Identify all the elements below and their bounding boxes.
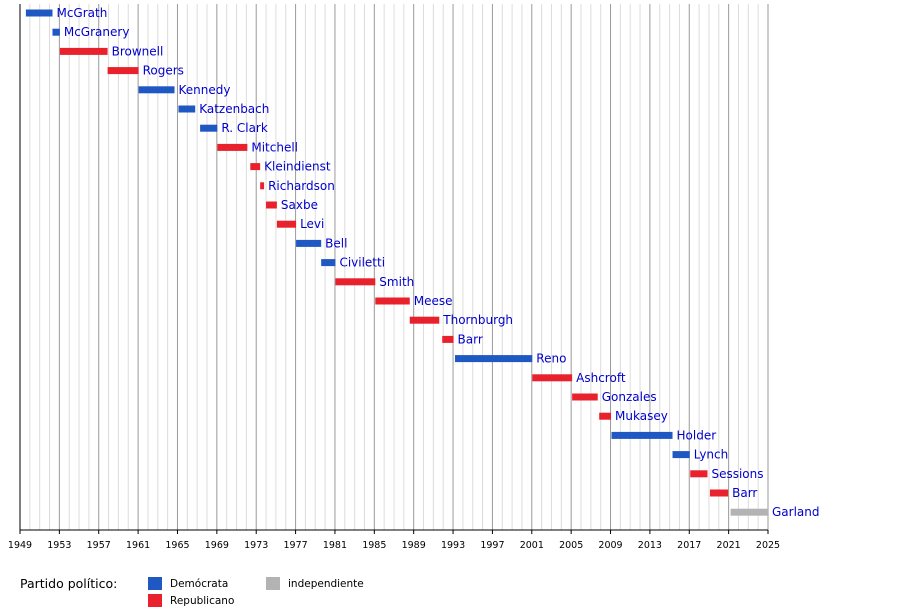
- x-tick-label-2025: 2025: [756, 540, 780, 551]
- term-label-ashcroft-19: Ashcroft: [576, 371, 626, 385]
- term-label-meese-15: Meese: [414, 294, 453, 308]
- x-tick-label-1969: 1969: [205, 540, 229, 551]
- term-label-kennedy-4: Kennedy: [179, 83, 231, 97]
- term-bar-kennedy-4: [138, 86, 175, 94]
- term-bar-reno-18: [455, 355, 533, 363]
- term-label-mitchell-7: Mitchell: [251, 140, 298, 154]
- x-tick-label-1965: 1965: [165, 540, 189, 551]
- term-bar-sessions-24: [690, 470, 708, 478]
- legend-item-independiente: independiente: [266, 577, 364, 590]
- term-label-garland-26: Garland: [772, 505, 820, 519]
- term-bar-garland-26: [730, 508, 768, 516]
- timeline-chart: McGrath McGranery Brownell Rogers Kennedy Kat…: [8, 4, 820, 551]
- term-bar-gonzales-20: [572, 393, 598, 401]
- term-bar-ashcroft-19: [532, 374, 573, 382]
- term-label-gonzales-20: Gonzales: [602, 390, 657, 404]
- x-tick-label-1981: 1981: [323, 540, 347, 551]
- legend-label-republicano: Republicano: [170, 594, 235, 607]
- x-tick-label-2017: 2017: [677, 540, 701, 551]
- term-label-lynch-23: Lynch: [694, 448, 729, 462]
- term-label-bell-12: Bell: [325, 236, 347, 250]
- x-tick-label-1957: 1957: [87, 540, 111, 551]
- term-label-mcgrath-0: McGrath: [56, 6, 107, 20]
- axes: [19, 4, 768, 531]
- year-grid: [19, 4, 769, 530]
- x-tick-label-1949: 1949: [8, 540, 32, 551]
- term-bar-bell-12: [296, 239, 322, 247]
- term-label-reno-18: Reno: [536, 352, 566, 366]
- x-tick-label-2001: 2001: [520, 540, 544, 551]
- term-label-levi-11: Levi: [300, 217, 324, 231]
- term-bar-barr-25: [709, 489, 729, 497]
- legend-swatch-independiente: [266, 577, 280, 590]
- legend-swatch-democrata: [148, 577, 162, 590]
- legend: Partido político: Demócrata Republicano …: [0, 570, 900, 610]
- x-tick-label-1973: 1973: [244, 540, 268, 551]
- term-label-barr-17: Barr: [458, 332, 483, 346]
- x-tick-label-1989: 1989: [402, 540, 426, 551]
- term-labels: McGrath McGranery Brownell Rogers Kennedy Kat…: [56, 6, 819, 519]
- term-label-kleindienst-8: Kleindienst: [264, 160, 331, 174]
- term-bar-lynch-23: [672, 451, 690, 459]
- legend-title: Partido político:: [20, 576, 118, 591]
- term-label-saxbe-10: Saxbe: [281, 198, 318, 212]
- x-tick-label-1977: 1977: [283, 540, 307, 551]
- term-bar-levi-11: [276, 220, 297, 228]
- term-label-richardson-9: Richardson: [268, 179, 335, 193]
- term-bars: [25, 9, 768, 516]
- x-tick-label-2021: 2021: [717, 540, 741, 551]
- term-label-thornburgh-16: Thornburgh: [442, 313, 513, 327]
- x-tick-label-2013: 2013: [638, 540, 662, 551]
- legend-item-democrata: Demócrata: [148, 577, 228, 590]
- term-bar-smith-14: [335, 278, 376, 286]
- legend-label-democrata: Demócrata: [170, 577, 229, 590]
- term-label-sessions-24: Sessions: [711, 467, 763, 481]
- term-label-mcgranery-1: McGranery: [64, 25, 130, 39]
- term-bar-mitchell-7: [217, 143, 248, 151]
- term-label-civiletti-13: Civiletti: [339, 256, 385, 270]
- term-bar-brownell-2: [59, 47, 108, 55]
- legend-swatch-republicano: [148, 594, 162, 607]
- term-label-katzenbach-5: Katzenbach: [199, 102, 269, 116]
- x-tick-label-2009: 2009: [598, 540, 622, 551]
- x-tick-label-1985: 1985: [362, 540, 386, 551]
- term-label-smith-14: Smith: [379, 275, 414, 289]
- term-bar-mcgrath-0: [25, 9, 53, 17]
- x-tick-label-2005: 2005: [559, 540, 583, 551]
- legend-label-independiente: independiente: [288, 577, 364, 590]
- term-bar-mcgranery-1: [52, 28, 60, 36]
- term-bar-civiletti-13: [321, 259, 336, 267]
- term-bar-mukasey-21: [599, 412, 612, 420]
- term-label-r-clark-6: R. Clark: [221, 121, 268, 135]
- x-tick-label-1997: 1997: [480, 540, 504, 551]
- term-bar-r-clark-6: [200, 124, 218, 132]
- term-bar-kleindienst-8: [250, 163, 261, 171]
- term-label-rogers-3: Rogers: [143, 64, 184, 78]
- term-bar-holder-22: [611, 431, 673, 439]
- legend-item-republicano: Republicano: [148, 594, 234, 607]
- term-bar-saxbe-10: [266, 201, 277, 209]
- term-bar-meese-15: [375, 297, 410, 305]
- term-label-holder-22: Holder: [677, 428, 717, 442]
- term-bar-rogers-3: [107, 67, 139, 75]
- x-tick-label-1993: 1993: [441, 540, 465, 551]
- term-bar-richardson-9: [260, 182, 265, 190]
- x-axis-ticks: 1949 1953 1957 1961 1965 1969 1973 1977 1981 1985…: [8, 530, 780, 551]
- term-label-brownell-2: Brownell: [112, 44, 164, 58]
- term-bar-katzenbach-5: [178, 105, 196, 113]
- x-tick-label-1961: 1961: [126, 540, 150, 551]
- x-tick-label-1953: 1953: [47, 540, 71, 551]
- term-label-barr-25: Barr: [732, 486, 757, 500]
- term-bar-barr-17: [442, 335, 454, 343]
- term-bar-thornburgh-16: [409, 316, 440, 324]
- term-label-mukasey-21: Mukasey: [615, 409, 668, 423]
